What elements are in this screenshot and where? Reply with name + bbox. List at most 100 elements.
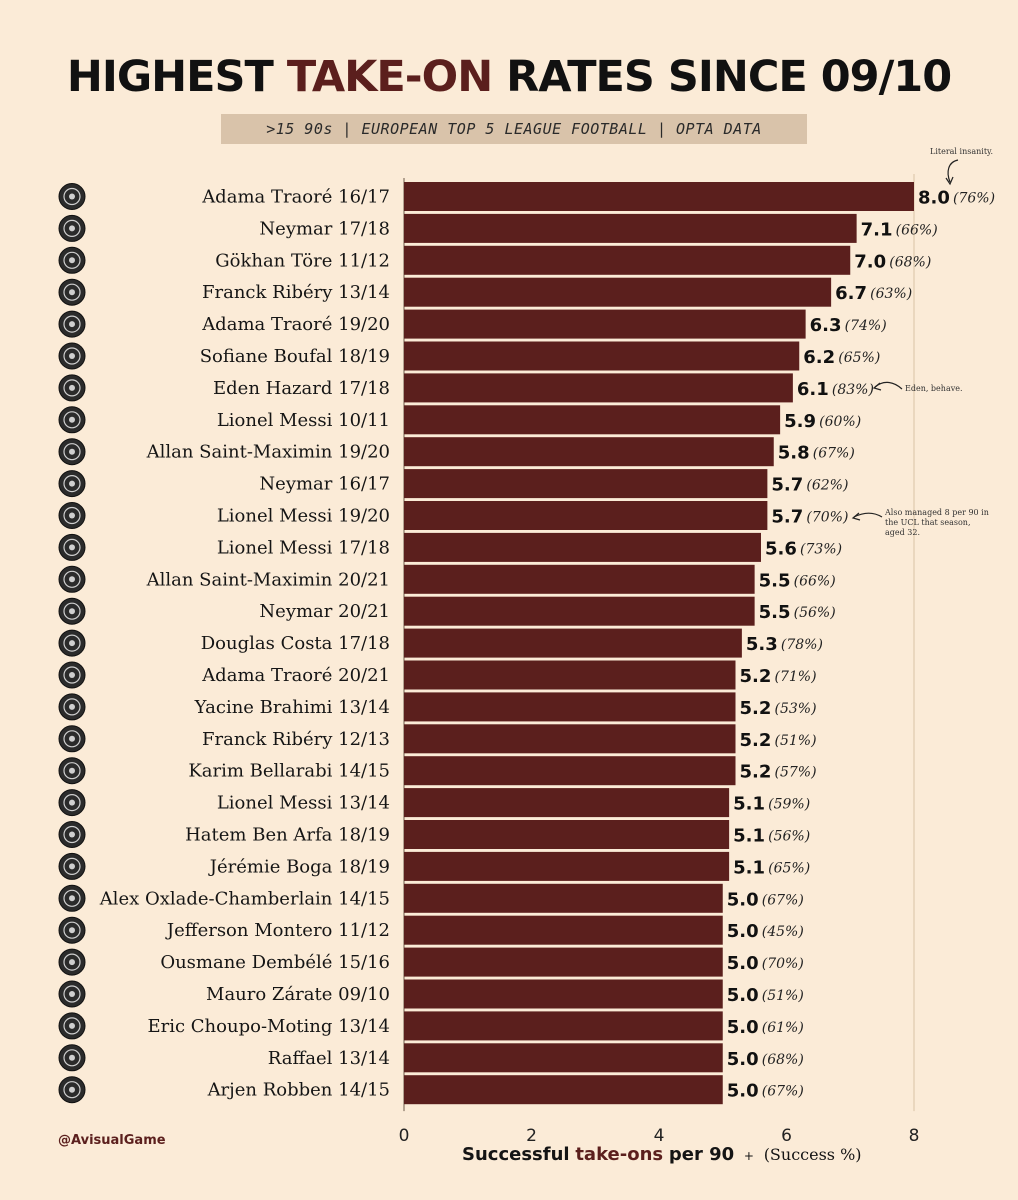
middlesbrough-crest-icon [58, 183, 86, 210]
category-label: Jefferson Montero 11/12 [165, 920, 390, 941]
bar [404, 724, 736, 754]
bar [404, 1043, 723, 1073]
x-axis-label-part-3: per 90 [668, 1144, 735, 1165]
annotation-arrowhead-top [945, 176, 954, 186]
success-pct-label: (51%) [775, 733, 817, 749]
wolves-crest-icon [58, 661, 86, 689]
category-label: Eric Choupo-Moting 13/14 [147, 1016, 390, 1037]
category-label: Eden Hazard 17/18 [213, 378, 390, 399]
success-pct-label: (68%) [762, 1052, 804, 1068]
category-label: Ousmane Dembélé 15/16 [160, 952, 390, 973]
bayern-crest-icon [58, 278, 86, 306]
x-axis-label: Successful take-ons per 90 + (Success %) [462, 1144, 862, 1165]
sassuolo-crest-icon [58, 852, 86, 880]
success-pct-label: (73%) [800, 541, 842, 557]
betis-crest-icon [58, 916, 86, 944]
psg-crest-icon [58, 214, 86, 242]
rennes-crest-icon [58, 821, 86, 848]
success-pct-label: (45%) [762, 924, 804, 940]
success-pct-label: (67%) [762, 1084, 804, 1100]
newcastle-crest-icon [58, 438, 86, 466]
value-label: 5.7 [771, 507, 803, 528]
title-part-3: RATES SINCE 09/10 [506, 52, 952, 102]
x-tick-label: 8 [909, 1126, 920, 1146]
celta-crest-icon [58, 342, 86, 370]
value-label: 5.5 [759, 602, 791, 623]
bar [404, 213, 857, 243]
x-tick-label: 4 [654, 1126, 665, 1146]
category-label: Karim Bellarabi 14/15 [188, 761, 390, 782]
bar [404, 373, 793, 403]
value-label: 5.6 [765, 538, 797, 559]
value-label: 5.0 [727, 1017, 759, 1038]
category-label: Lionel Messi 17/18 [217, 537, 390, 558]
success-pct-label: (71%) [775, 669, 817, 685]
value-label: 5.2 [740, 730, 772, 751]
x-axis-label-part-1: Successful [462, 1144, 570, 1165]
category-label: Lionel Messi 10/11 [217, 410, 390, 431]
category-label: Allan Saint-Maximin 19/20 [146, 442, 390, 463]
success-pct-label: (83%) [832, 382, 874, 398]
bar [404, 851, 730, 881]
title-part-1: HIGHEST [66, 52, 274, 102]
bar [404, 692, 736, 722]
success-pct-label: (62%) [806, 478, 848, 494]
bar [404, 532, 761, 562]
value-label: 5.0 [727, 1081, 759, 1102]
subtitle: >15 90s | EUROPEAN TOP 5 LEAGUE FOOTBALL… [266, 120, 762, 138]
value-label: 5.8 [778, 443, 810, 464]
success-pct-label: (67%) [762, 892, 804, 908]
x-tick-label: 0 [399, 1126, 410, 1146]
lazio-crest-icon [58, 980, 86, 1008]
bar [404, 501, 768, 530]
x-tick-label: 6 [781, 1126, 792, 1146]
bar [404, 437, 774, 467]
category-label: Yacine Brahimi 13/14 [194, 697, 390, 718]
category-label: Douglas Costa 17/18 [201, 633, 390, 654]
bar [404, 1075, 723, 1105]
value-label: 8.0 [918, 188, 950, 209]
category-label: Allan Saint-Maximin 20/21 [146, 569, 390, 590]
success-pct-label: (56%) [768, 829, 810, 845]
success-pct-label: (59%) [768, 797, 810, 813]
bar [404, 405, 781, 435]
bar [404, 820, 730, 849]
barcelona-crest-icon [58, 406, 86, 434]
bar [404, 947, 723, 977]
success-pct-label: (76%) [953, 191, 995, 207]
success-pct-label: (68%) [889, 254, 931, 270]
success-pct-label: (65%) [768, 860, 810, 876]
bar [404, 756, 736, 786]
value-label: 6.2 [803, 347, 835, 368]
chart-title: HIGHEST TAKE-ON RATES SINCE 09/10 [0, 52, 1018, 102]
category-label: Jérémie Boga 18/19 [208, 856, 390, 877]
bar [404, 660, 736, 690]
bar [404, 596, 755, 626]
category-label: Adama Traoré 16/17 [201, 187, 390, 208]
category-label: Mauro Zárate 09/10 [206, 984, 390, 1005]
hamburg-crest-icon [58, 246, 86, 274]
juventus-crest-icon [58, 629, 86, 657]
value-label: 6.3 [810, 315, 842, 336]
value-label: 5.0 [727, 889, 759, 910]
annotation-messi-ucl: Also managed 8 per 90 in the UCL that se… [885, 508, 989, 538]
bar [404, 309, 806, 339]
value-label: 5.2 [740, 762, 772, 783]
success-pct-label: (53%) [775, 701, 817, 717]
title-part-2: TAKE-ON [286, 52, 493, 102]
success-pct-label: (63%) [870, 286, 912, 302]
psg-crest-icon [58, 597, 86, 625]
value-label: 7.0 [854, 251, 886, 272]
bar [404, 277, 832, 307]
x-axis-label-part-4: (Success %) [763, 1145, 862, 1164]
barcelona-crest-icon [58, 470, 86, 498]
value-label: 5.3 [746, 634, 778, 655]
barcelona-crest-icon [58, 533, 86, 561]
value-label: 5.1 [733, 857, 765, 878]
chelsea-crest-icon [58, 374, 86, 402]
success-pct-label: (66%) [896, 222, 938, 238]
success-pct-label: (70%) [806, 510, 848, 526]
leverkusen-crest-icon [58, 757, 86, 785]
bar [404, 469, 768, 499]
